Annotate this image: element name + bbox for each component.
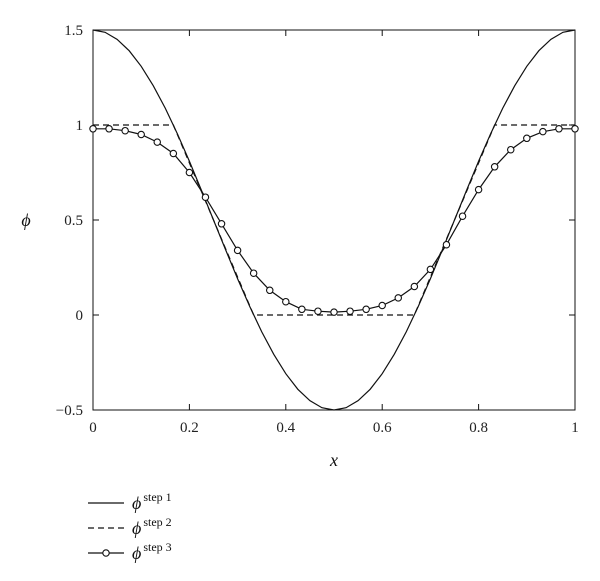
- data-point-step-3: [378, 301, 386, 310]
- ticks-layer: 0 0.2 0.4 0.6 0.8 1 −0.5 0 0.5 1 1.5: [56, 23, 579, 436]
- y-tick-label: 1.5: [64, 23, 83, 39]
- series-line-step-2: [93, 124, 575, 316]
- legend-symbol: ϕ: [132, 543, 141, 563]
- data-point-step-3: [426, 265, 435, 274]
- data-point-step-3: [330, 308, 338, 316]
- data-point-step-3: [458, 212, 467, 220]
- x-tick-label: 0.2: [180, 420, 199, 436]
- data-point-step-3: [105, 125, 113, 133]
- data-point-step-3: [249, 269, 258, 277]
- data-point-step-3: [89, 125, 97, 133]
- data-point-step-3: [523, 134, 531, 143]
- data-point-step-3: [394, 294, 403, 302]
- x-axis-label: x: [329, 450, 338, 470]
- data-point-step-3: [490, 163, 499, 171]
- y-tick-label: 0.5: [64, 213, 83, 229]
- x-tick-label: 0.4: [276, 420, 295, 436]
- data-point-step-3: [282, 297, 290, 306]
- x-tick-label: 0: [89, 420, 97, 436]
- data-point-step-3: [121, 126, 129, 135]
- x-tick-label: 0.6: [373, 420, 392, 436]
- data-point-step-3: [185, 168, 194, 177]
- data-point-step-3: [201, 193, 210, 201]
- x-tick-label: 0.8: [469, 420, 488, 436]
- data-point-step-3: [555, 125, 563, 133]
- data-point-step-3: [474, 185, 483, 194]
- data-point-step-3: [362, 305, 370, 314]
- data-point-step-3: [539, 127, 547, 136]
- legend-label-step-1: ϕ step 1: [132, 490, 172, 513]
- y-tick-label: 0: [76, 308, 84, 324]
- series-layer: [89, 29, 579, 411]
- legend-label-step-2: ϕ step 2: [132, 515, 172, 538]
- legend-symbol: ϕ: [132, 518, 141, 538]
- legend: ϕ step 1ϕ step 2ϕ step 3: [88, 490, 172, 563]
- legend-label-step-3: ϕ step 3: [132, 540, 172, 563]
- series-line-step-3: [93, 128, 575, 313]
- legend-superscript: step 1: [143, 490, 171, 504]
- data-point-step-3: [217, 220, 226, 228]
- y-axis-label: ϕ: [21, 210, 30, 230]
- data-point-step-3: [298, 305, 306, 314]
- legend-superscript: step 3: [143, 540, 171, 554]
- y-tick-label: −0.5: [56, 403, 83, 419]
- legend-superscript: step 2: [143, 515, 171, 529]
- data-point-step-3: [233, 246, 242, 255]
- data-point-step-3: [571, 125, 579, 133]
- data-point-step-3: [506, 145, 515, 154]
- data-point-step-3: [153, 138, 162, 146]
- legend-marker-step-3: [102, 549, 110, 557]
- x-tick-label: 1: [571, 420, 579, 436]
- data-point-step-3: [410, 282, 419, 291]
- data-point-step-3: [137, 130, 145, 139]
- data-point-step-3: [265, 286, 274, 295]
- data-point-step-3: [346, 307, 354, 315]
- series-line-step-1: [92, 29, 576, 411]
- y-tick-label: 1: [76, 118, 84, 134]
- data-point-step-3: [169, 149, 178, 158]
- legend-symbol: ϕ: [132, 493, 141, 513]
- data-point-step-3: [442, 240, 451, 249]
- data-point-step-3: [314, 307, 322, 315]
- plot-frame: [92, 29, 576, 411]
